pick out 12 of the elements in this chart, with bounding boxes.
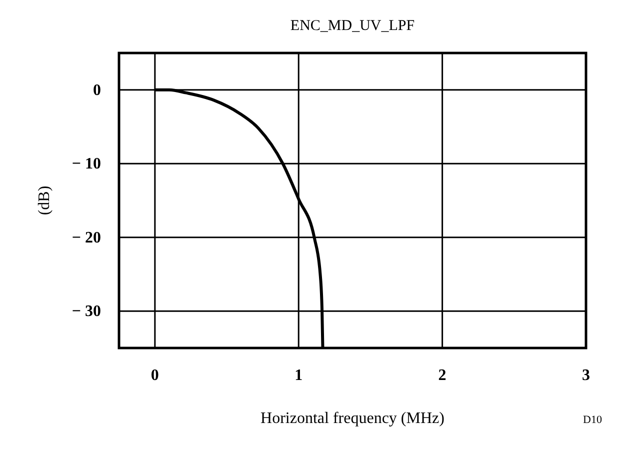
x-tick-label: 0 bbox=[150, 367, 159, 384]
x-tick-label: 1 bbox=[294, 367, 303, 384]
x-tick-label: 2 bbox=[438, 367, 446, 384]
y-tick-label: 0 bbox=[93, 82, 101, 99]
y-tick-label: − 10 bbox=[72, 156, 101, 173]
y-tick-label: − 20 bbox=[72, 229, 101, 246]
chart-title: ENC_MD_UV_LPF bbox=[290, 18, 415, 34]
y-tick-label: − 30 bbox=[72, 303, 101, 320]
text: D10 bbox=[583, 414, 602, 426]
y-axis-title: (dB) bbox=[36, 186, 53, 216]
x-axis-title: Horizontal frequency (MHz) bbox=[260, 410, 444, 427]
x-tick-label: 3 bbox=[582, 367, 590, 384]
